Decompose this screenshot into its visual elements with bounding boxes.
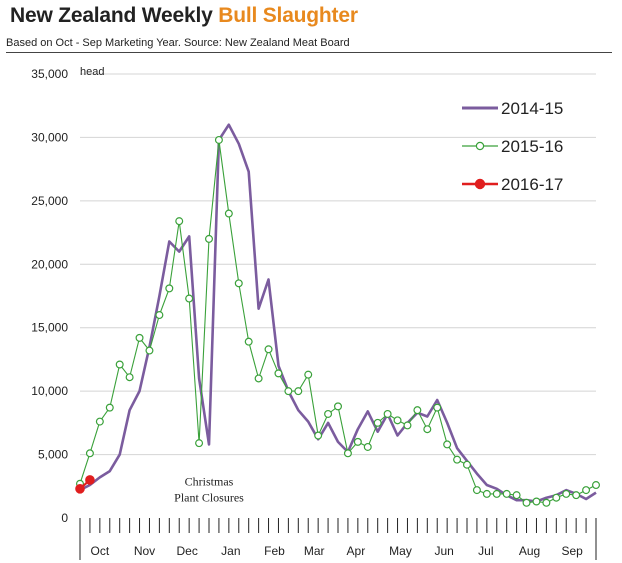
series-point-2015-16 — [234, 279, 243, 288]
series-point-2015-16 — [512, 491, 521, 500]
series-point-2015-16 — [343, 449, 352, 458]
series-point-2015-16 — [145, 346, 154, 355]
series-point-2015-16 — [334, 402, 343, 411]
x-month-label: May — [389, 544, 412, 558]
legend-marker-2016-17 — [474, 178, 486, 190]
series-point-2015-16 — [135, 333, 144, 342]
series-point-2015-16 — [582, 486, 591, 495]
y-axis-ticks: 0 5,000 10,000 15,000 20,000 25,000 30,000 35,0… — [31, 67, 68, 525]
x-month-label: Jun — [434, 544, 453, 558]
annotation-line: Christmas — [185, 475, 234, 489]
series-point-2015-16 — [423, 425, 432, 434]
y-tick-label: 15,000 — [31, 321, 68, 335]
series-point-2015-16 — [552, 493, 561, 502]
series-point-2015-16 — [185, 294, 194, 303]
legend-label: 2015-16 — [501, 137, 563, 156]
series-point-2015-16 — [453, 455, 462, 464]
series-point-2015-16 — [492, 489, 501, 498]
series-point-2016-17 — [85, 475, 95, 485]
series-point-2015-16 — [413, 406, 422, 415]
series-point-2015-16 — [393, 416, 402, 425]
series-point-2015-16 — [85, 449, 94, 458]
title-accent: Bull Slaughter — [218, 4, 358, 27]
y-tick-label: 5,000 — [38, 448, 68, 462]
series-point-2015-16 — [274, 369, 283, 378]
series-point-2015-16 — [353, 437, 362, 446]
legend: 2014-15 2015-16 2016-17 — [462, 99, 563, 194]
y-tick-label: 35,000 — [31, 67, 68, 81]
x-month-label: Jul — [478, 544, 493, 558]
x-month-label: Apr — [347, 544, 366, 558]
x-month-label: Nov — [134, 544, 155, 558]
series-point-2015-16 — [314, 431, 323, 440]
x-month-label: Sep — [562, 544, 584, 558]
series-line-2015-16 — [79, 139, 597, 504]
series-point-2015-16 — [304, 370, 313, 379]
series-point-2015-16 — [324, 409, 333, 418]
annotation-line: Plant Closures — [174, 491, 244, 505]
series-point-2015-16 — [254, 374, 263, 383]
y-tick-label: 30,000 — [31, 130, 68, 144]
chart-subtitle: Based on Oct - Sep Marketing Year. Sourc… — [6, 37, 350, 49]
series-point-2015-16 — [175, 217, 184, 226]
x-month-label: Jan — [221, 544, 240, 558]
series-point-2015-16 — [433, 403, 442, 412]
series-point-2015-16 — [115, 360, 124, 369]
x-month-label: Mar — [304, 544, 325, 558]
x-axis: Oct Nov Dec Jan Feb Mar Apr May Jun Jul Aug Sep — [79, 518, 597, 560]
x-month-label: Aug — [519, 544, 540, 558]
gridlines — [80, 73, 596, 456]
series-point-2015-16 — [591, 481, 600, 490]
legend-label: 2016-17 — [501, 175, 563, 194]
series-point-2015-16 — [482, 489, 491, 498]
header-rule — [6, 52, 612, 53]
y-tick-label: 0 — [61, 511, 68, 525]
chart-title: New Zealand Weekly Bull Slaughter — [10, 4, 358, 28]
series-point-2015-16 — [284, 387, 293, 396]
series-point-2015-16 — [562, 489, 571, 498]
series-point-2015-16 — [105, 403, 114, 412]
series-point-2015-16 — [95, 417, 104, 426]
series-point-2015-16 — [195, 439, 204, 448]
series-point-2015-16 — [403, 421, 412, 430]
annotation-christmas: Christmas Plant Closures — [174, 475, 244, 505]
series-point-2015-16 — [463, 460, 472, 469]
series-point-2015-16 — [542, 498, 551, 507]
series-point-2015-16 — [205, 234, 214, 243]
series-point-2015-16 — [363, 442, 372, 451]
y-tick-label: 10,000 — [31, 384, 68, 398]
title-main: New Zealand Weekly — [10, 4, 213, 27]
series-point-2015-16 — [294, 387, 303, 396]
series-point-2015-16 — [532, 497, 541, 506]
series-point-2015-16 — [522, 498, 531, 507]
series-point-2015-16 — [472, 486, 481, 495]
series-line-2014-15 — [79, 123, 597, 503]
x-month-label: Dec — [176, 544, 197, 558]
legend-label: 2014-15 — [501, 99, 563, 118]
series-group — [75, 123, 600, 507]
series-point-2015-16 — [165, 284, 174, 293]
series-point-2015-16 — [502, 489, 511, 498]
series-point-2015-16 — [373, 418, 382, 427]
y-axis-unit: head — [80, 66, 104, 78]
x-month-label: Feb — [264, 544, 285, 558]
series-point-2015-16 — [214, 135, 223, 144]
series-point-2015-16 — [125, 373, 134, 382]
legend-marker-2015-16 — [475, 141, 485, 151]
y-tick-label: 20,000 — [31, 257, 68, 271]
series-point-2015-16 — [155, 311, 164, 320]
series-point-2015-16 — [224, 209, 233, 218]
series-point-2015-16 — [572, 491, 581, 500]
y-tick-label: 25,000 — [31, 194, 68, 208]
series-point-2015-16 — [443, 440, 452, 449]
series-point-2015-16 — [264, 345, 273, 354]
series-point-2015-16 — [383, 409, 392, 418]
series-point-2016-17 — [75, 484, 85, 494]
x-month-label: Oct — [91, 544, 110, 558]
series-point-2015-16 — [244, 337, 253, 346]
